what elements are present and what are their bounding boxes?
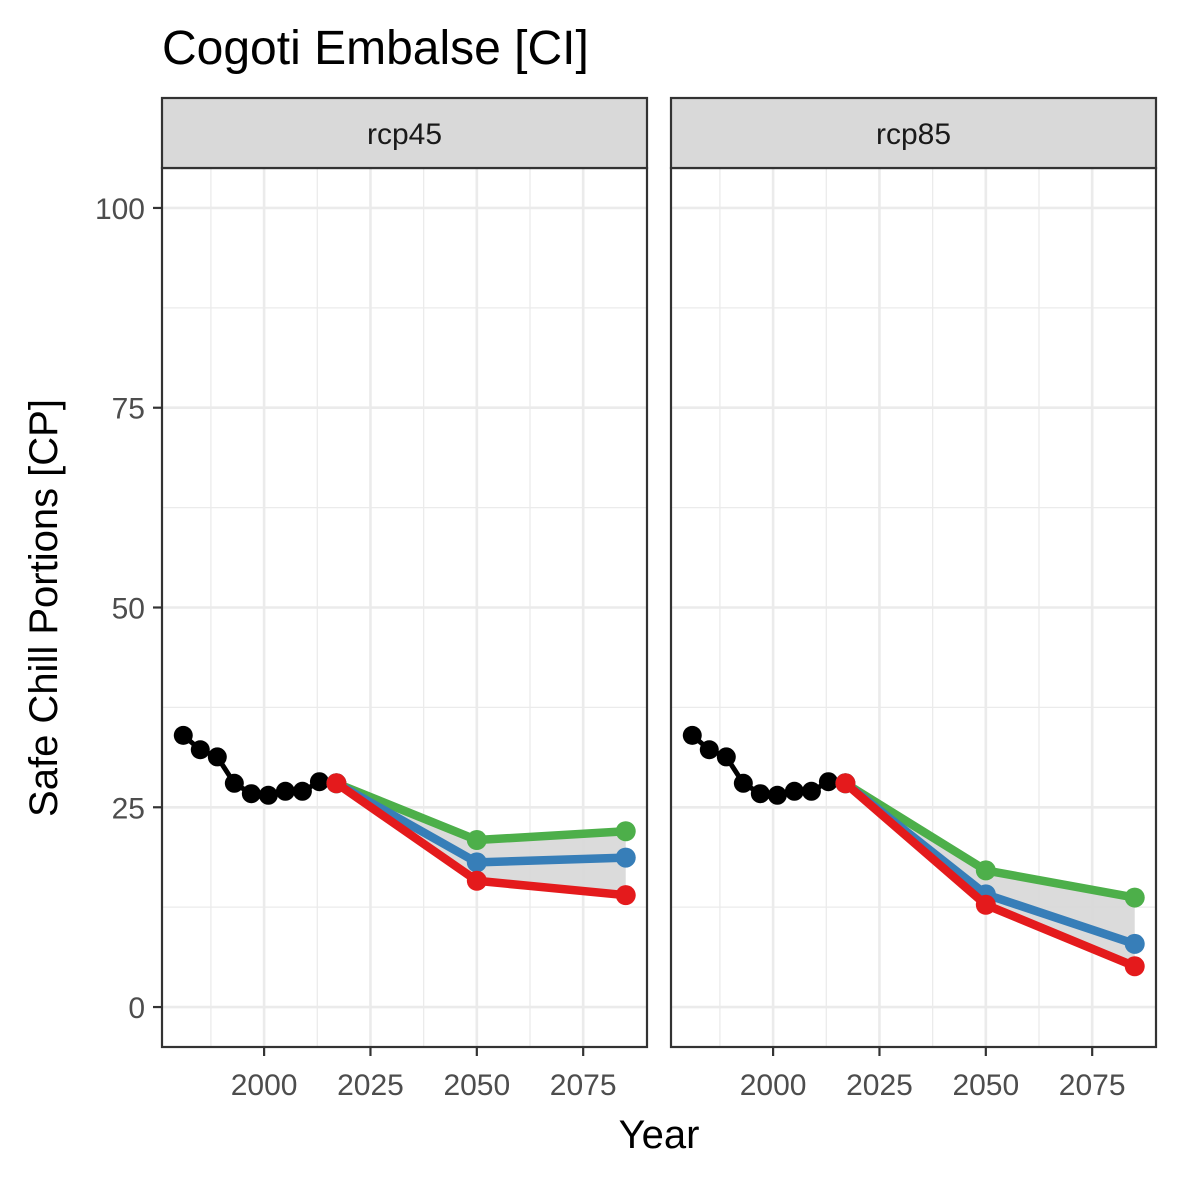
historic-point bbox=[784, 781, 804, 801]
scenario-point bbox=[615, 847, 636, 868]
y-axis: 0 25 50 75 100 bbox=[95, 193, 162, 1025]
x-tick-label: 2075 bbox=[1059, 1069, 1126, 1102]
historic-point bbox=[173, 725, 193, 745]
scenario-point bbox=[975, 894, 996, 915]
facet-strip bbox=[160, 96, 649, 170]
scenario-point bbox=[1124, 887, 1145, 908]
historic-point bbox=[275, 781, 295, 801]
facet-strip-label: rcp85 bbox=[876, 118, 951, 151]
historic-point bbox=[750, 784, 770, 804]
scenario-point bbox=[975, 860, 996, 881]
historic-point bbox=[682, 725, 702, 745]
scenario-point bbox=[835, 773, 856, 794]
x-tick-label: 2050 bbox=[443, 1069, 510, 1102]
scenario-range-ribbon bbox=[336, 783, 626, 896]
historic-point bbox=[309, 772, 329, 792]
y-tick-label: 100 bbox=[95, 193, 145, 226]
y-axis-title: Safe Chill Portions [CP] bbox=[22, 399, 66, 817]
historic-point bbox=[733, 773, 753, 793]
x-tick-label: 2025 bbox=[846, 1069, 913, 1102]
scenario-point bbox=[466, 852, 487, 873]
chart-title: Cogoti Embalse [CI] bbox=[162, 22, 589, 75]
x-tick-label: 2050 bbox=[952, 1069, 1019, 1102]
facet-strip bbox=[669, 96, 1158, 170]
x-tick-label: 2025 bbox=[337, 1069, 404, 1102]
x-tick-label: 2075 bbox=[550, 1069, 617, 1102]
panel-rcp45: rcp45 2000 2025 2050 2075 bbox=[160, 96, 649, 1102]
historic-point bbox=[190, 740, 210, 760]
scenario-point bbox=[1124, 956, 1145, 977]
historic-point bbox=[258, 785, 278, 805]
panel-rcp85: rcp85 2000 2025 2050 2075 bbox=[669, 96, 1158, 1102]
facet-strip-label: rcp45 bbox=[367, 118, 442, 151]
historic-point bbox=[818, 772, 838, 792]
scenario-point bbox=[466, 870, 487, 891]
scenario-point bbox=[615, 821, 636, 842]
scenario-point bbox=[1124, 933, 1145, 954]
historic-point bbox=[716, 747, 736, 767]
y-tick-label: 25 bbox=[112, 792, 145, 825]
y-tick-label: 75 bbox=[112, 393, 145, 426]
historic-point bbox=[767, 785, 787, 805]
y-tick-label: 0 bbox=[128, 992, 145, 1025]
x-tick-label: 2000 bbox=[740, 1069, 807, 1102]
historic-point bbox=[207, 747, 227, 767]
historic-point bbox=[699, 740, 719, 760]
scenario-point bbox=[615, 885, 636, 906]
historic-point bbox=[224, 773, 244, 793]
facet-panels: 0 25 50 75 100 rcp45 2000 2025 2050 2075 rcp85 2000… bbox=[95, 96, 1158, 1102]
scenario-point bbox=[466, 830, 487, 851]
x-axis-title: Year bbox=[619, 1113, 700, 1157]
historic-point bbox=[801, 781, 821, 801]
historic-point bbox=[241, 784, 261, 804]
scenario-point bbox=[326, 773, 347, 794]
x-tick-label: 2000 bbox=[231, 1069, 298, 1102]
y-tick-label: 50 bbox=[112, 593, 145, 626]
historic-point bbox=[292, 781, 312, 801]
